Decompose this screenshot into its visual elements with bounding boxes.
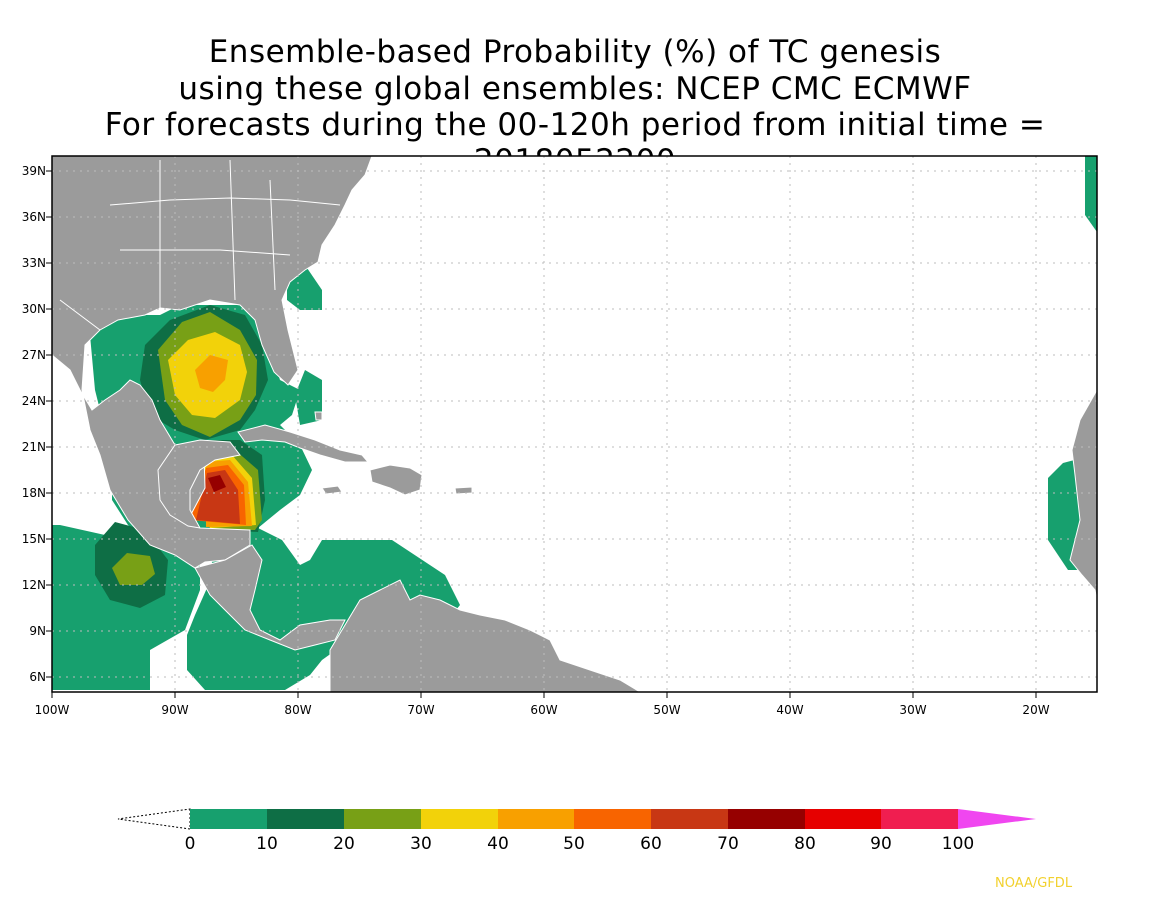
colorbar [117,808,1036,830]
title-line-1: Ensemble-based Probability (%) of TC gen… [208,34,942,70]
grid-lines [52,156,1097,692]
land-cuba [237,424,370,463]
colorbar-segment-40-50 [498,809,574,829]
lat-label: 12N [21,578,46,592]
colorbar-segment-0-10 [190,809,267,829]
lat-label: 30N [21,302,46,316]
lat-label: 24N [21,394,46,408]
prob-20-30-pacific [112,553,155,585]
colorbar-segment-90-100 [881,809,958,829]
colorbar-segment-20-30 [344,809,421,829]
colorbar-segment-30-40 [421,809,498,829]
lat-label: 9N [29,624,46,638]
prob-70-80-caribbean [208,475,226,492]
colorbar-segment-50-60 [574,809,651,829]
lon-label: 100W [34,703,70,717]
land-masses [52,156,1097,692]
title-line-2: using these global ensembles: NCEP CMC E… [178,71,972,107]
prob-40-50-gulf [195,355,228,392]
colorbar-segment-10-20 [267,809,344,829]
colorbar-label: 80 [794,834,816,854]
colorbar-label: 10 [256,834,278,854]
colorbar-label: 50 [563,834,585,854]
lat-label: 15N [21,532,46,546]
lon-label: 70W [407,703,435,717]
colorbar-high-arrow [958,809,1036,829]
prob-0-10-fl-east [295,370,322,425]
lat-label: 18N [21,486,46,500]
lon-label: 60W [530,703,558,717]
land-jamaica [321,485,343,495]
land-yucatan [157,439,241,529]
colorbar-label: 20 [333,834,355,854]
land-hispaniola [369,464,423,496]
lat-label: 21N [21,440,46,454]
lon-label: 40W [776,703,804,717]
lon-label: 50W [653,703,681,717]
land-north-america [52,156,373,569]
colorbar-label: 100 [941,834,975,854]
prob-60-70-caribbean [196,470,240,524]
colorbar-label: 0 [184,834,196,854]
lat-label: 6N [29,670,46,684]
lat-label: 33N [21,256,46,270]
land-bahamas [314,411,323,421]
colorbar-label: 90 [870,834,892,854]
lat-label: 36N [21,210,46,224]
land-africa [1069,388,1097,601]
colorbar-low-arrow [117,808,191,830]
land-central-america [194,544,346,651]
political-borders [59,159,341,331]
colorbar-label: 60 [640,834,662,854]
tick-marks [46,170,1037,698]
map-frame [51,155,1098,693]
lon-label: 80W [284,703,312,717]
colorbar-label: 40 [487,834,509,854]
lon-label: 30W [899,703,927,717]
lon-label: 90W [161,703,189,717]
colorbar-label: 30 [410,834,432,854]
lon-label: 20W [1022,703,1050,717]
colorbar-label: 70 [717,834,739,854]
colorbar-segment-80-90 [805,809,881,829]
land-puerto-rico [454,486,473,495]
land-south-america [329,579,641,692]
prob-0-10-azores [1085,156,1097,232]
lat-label: 39N [21,164,46,178]
credit-text: NOAA/GFDL [995,876,1073,891]
lat-label: 27N [21,348,46,362]
colorbar-segment-70-80 [728,809,805,829]
colorbar-segment-60-70 [651,809,728,829]
